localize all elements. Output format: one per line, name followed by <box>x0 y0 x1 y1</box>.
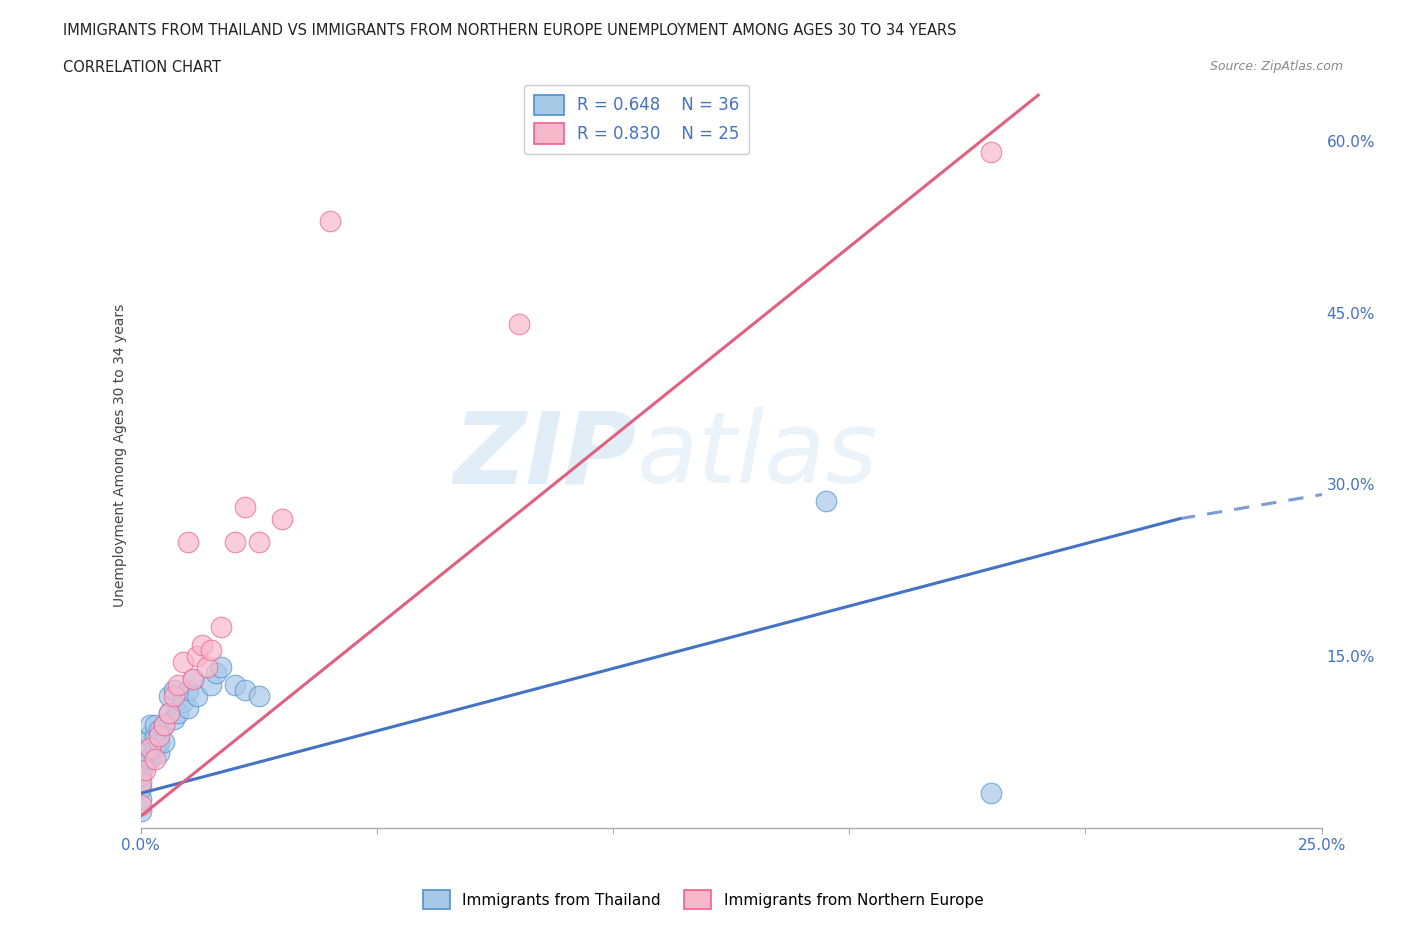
Point <box>167 677 190 692</box>
Point <box>163 683 186 698</box>
Point <box>163 711 186 726</box>
Legend: Immigrants from Thailand, Immigrants from Northern Europe: Immigrants from Thailand, Immigrants fro… <box>416 884 990 915</box>
Point <box>508 316 530 331</box>
Point <box>318 214 340 229</box>
Point <box>129 775 152 790</box>
Text: IMMIGRANTS FROM THAILAND VS IMMIGRANTS FROM NORTHERN EUROPE UNEMPLOYMENT AMONG A: IMMIGRANTS FROM THAILAND VS IMMIGRANTS F… <box>63 23 956 38</box>
Point <box>195 660 218 675</box>
Point <box>157 706 180 721</box>
Point <box>153 717 176 732</box>
Point <box>186 648 208 663</box>
Point <box>205 666 228 681</box>
Point <box>139 751 162 766</box>
Point <box>139 729 162 744</box>
Point <box>209 620 232 635</box>
Point <box>143 717 166 732</box>
Point <box>129 780 152 795</box>
Point <box>191 637 214 652</box>
Text: ZIP: ZIP <box>454 407 637 504</box>
Point <box>177 534 200 549</box>
Y-axis label: Unemployment Among Ages 30 to 34 years: Unemployment Among Ages 30 to 34 years <box>112 304 127 607</box>
Point <box>172 655 194 670</box>
Point <box>134 735 156 750</box>
Text: atlas: atlas <box>637 407 879 504</box>
Point <box>181 671 204 686</box>
Point <box>177 700 200 715</box>
Point <box>129 804 152 818</box>
Point <box>139 740 162 755</box>
Point <box>134 763 156 777</box>
Point <box>157 688 180 703</box>
Point <box>148 735 170 750</box>
Point <box>233 499 256 514</box>
Legend: R = 0.648    N = 36, R = 0.830    N = 25: R = 0.648 N = 36, R = 0.830 N = 25 <box>524 85 749 153</box>
Point <box>247 534 270 549</box>
Text: CORRELATION CHART: CORRELATION CHART <box>63 60 221 75</box>
Point <box>177 683 200 698</box>
Point <box>167 706 190 721</box>
Point <box>200 643 222 658</box>
Point <box>148 723 170 737</box>
Point <box>163 688 186 703</box>
Point <box>224 534 246 549</box>
Point <box>129 791 152 806</box>
Point <box>148 746 170 761</box>
Point <box>224 677 246 692</box>
Text: Source: ZipAtlas.com: Source: ZipAtlas.com <box>1209 60 1343 73</box>
Point <box>143 729 166 744</box>
Point <box>153 735 176 750</box>
Point <box>134 757 156 772</box>
Point <box>139 717 162 732</box>
Point <box>143 740 166 755</box>
Point <box>980 786 1002 801</box>
Point <box>129 797 152 812</box>
Point <box>980 145 1002 160</box>
Point <box>271 512 294 526</box>
Point <box>148 729 170 744</box>
Point <box>233 683 256 698</box>
Point <box>143 751 166 766</box>
Point <box>157 706 180 721</box>
Point <box>247 688 270 703</box>
Point <box>129 769 152 784</box>
Point <box>153 717 176 732</box>
Point <box>134 746 156 761</box>
Point <box>209 660 232 675</box>
Point <box>172 695 194 710</box>
Point <box>186 688 208 703</box>
Point <box>814 494 837 509</box>
Point <box>181 671 204 686</box>
Point <box>200 677 222 692</box>
